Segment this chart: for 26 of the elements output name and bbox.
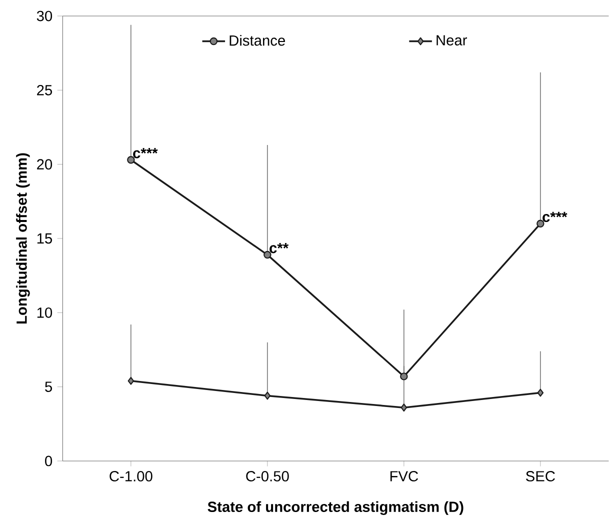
y-axis-title: Longitudinal offset (mm): [16, 153, 30, 324]
y-tick-label: 0: [45, 456, 52, 466]
legend-label: Near: [436, 35, 468, 46]
y-tick-label: 5: [45, 382, 52, 392]
point: [400, 404, 408, 412]
point: [264, 392, 271, 400]
legend-label: Distance: [230, 34, 285, 46]
point: [400, 372, 408, 380]
point: [264, 250, 272, 259]
y-tick-label: 20: [37, 159, 52, 170]
y-tick-label: 30: [36, 10, 52, 22]
y-tick-label: 10: [37, 307, 52, 318]
x-tick-label: C-1.00: [110, 471, 152, 482]
x-tick-label: C-0.50: [246, 471, 289, 482]
point: [536, 220, 544, 228]
point: [537, 388, 544, 397]
x-tick-label: SEC: [526, 471, 555, 482]
y-tick-label: 25: [37, 84, 52, 96]
annotation: c***: [542, 212, 568, 222]
point: [127, 156, 135, 164]
point: [128, 376, 134, 385]
y-tick-label: 15: [37, 233, 52, 244]
x-tick-label: FVC: [390, 471, 418, 482]
x-axis-title: State of uncorrected astigmatism (D): [208, 501, 464, 515]
annotation: c***: [133, 148, 158, 158]
annotation: c**: [270, 242, 289, 254]
